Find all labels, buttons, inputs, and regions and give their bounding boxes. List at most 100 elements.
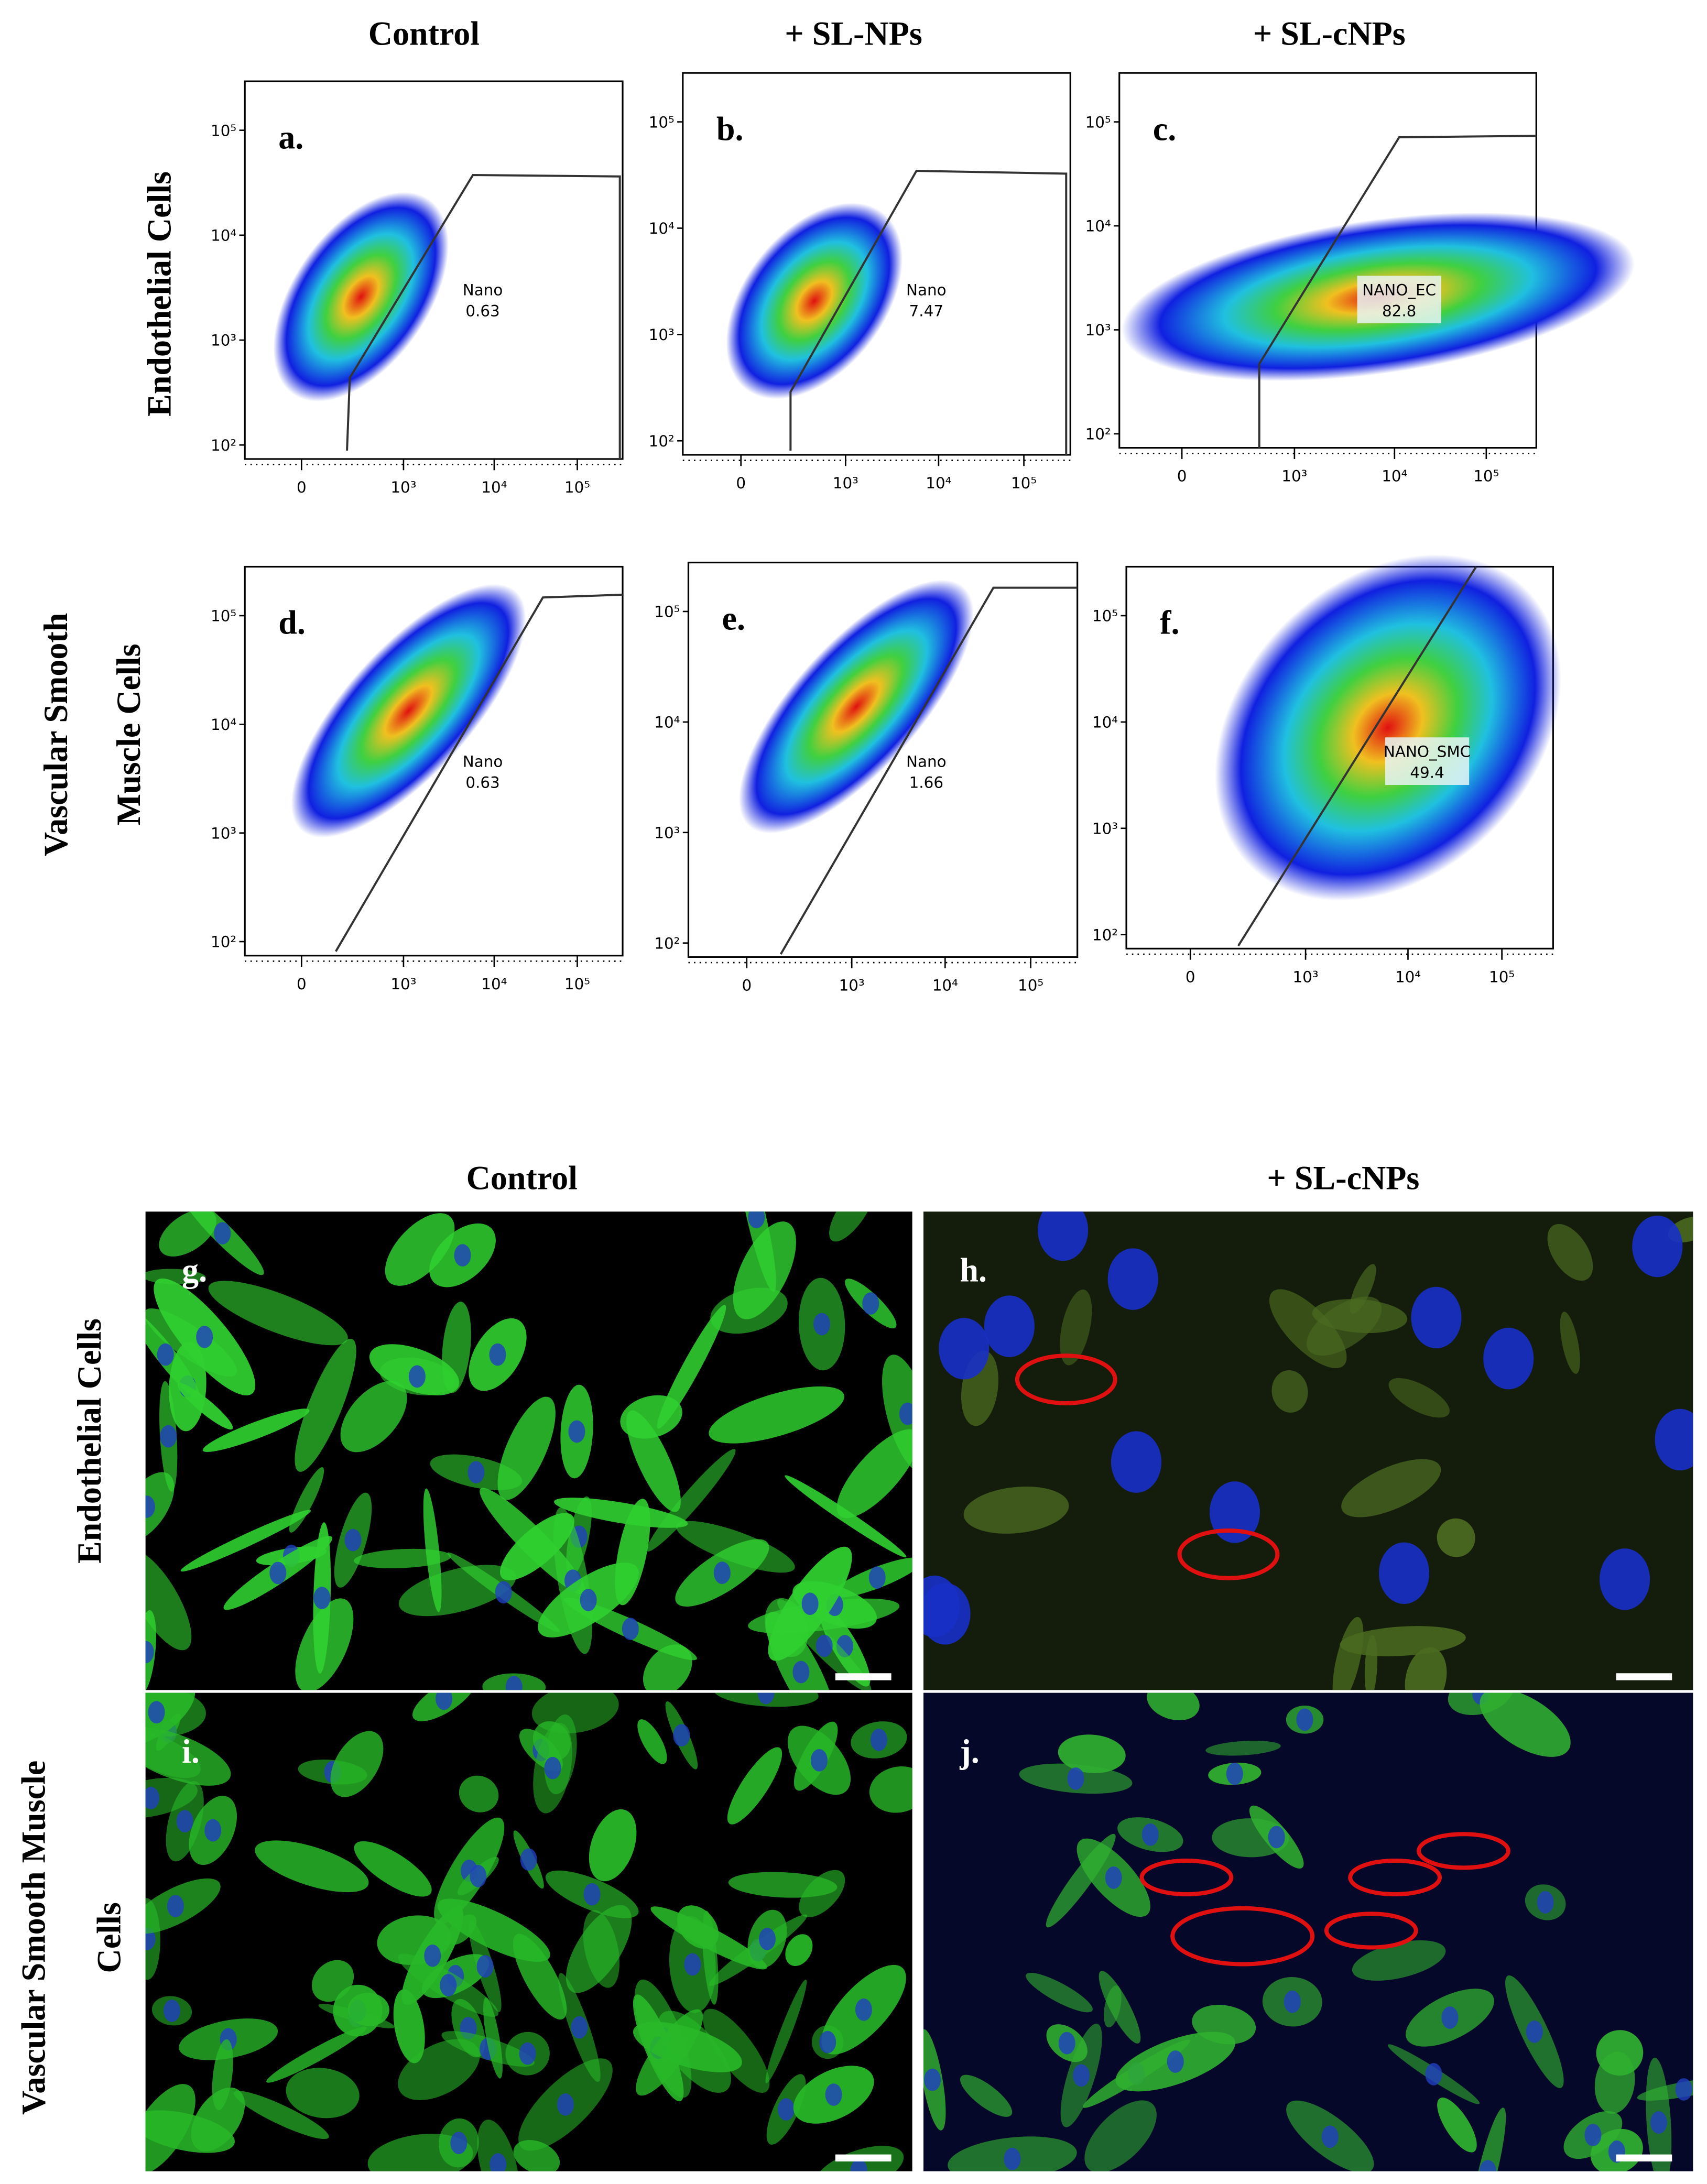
nucleus bbox=[1441, 2006, 1459, 2029]
y-tick-label: 10⁵ bbox=[1085, 113, 1111, 131]
scale-bar bbox=[1616, 1673, 1672, 1680]
flow-panel: NANO_EC 82.8 c. 10⁵ 10⁴ 10³ 10² 0 10³ 10⁴ 10⁵ bbox=[1085, 72, 1635, 485]
panel-letter: j. bbox=[959, 1733, 979, 1770]
nucleus bbox=[204, 1819, 222, 1842]
cell bbox=[765, 1979, 807, 2083]
nucleus bbox=[673, 1724, 690, 1747]
nucleus bbox=[870, 1729, 887, 1751]
cell bbox=[255, 1840, 369, 1893]
nucleus bbox=[1537, 1891, 1554, 1914]
gate bbox=[346, 174, 621, 459]
nucleus bbox=[490, 2153, 507, 2171]
x-tick-label: 10⁵ bbox=[564, 975, 590, 993]
scale-bar bbox=[1616, 2154, 1672, 2161]
x-tick-label: 0 bbox=[736, 474, 746, 492]
nucleus bbox=[167, 1895, 184, 1918]
y-tick-label: 10² bbox=[1092, 926, 1118, 944]
nucleus bbox=[505, 1676, 523, 1690]
gate-name: Nano bbox=[463, 752, 503, 770]
nucleus bbox=[622, 1618, 639, 1640]
x-tick-label: 10⁴ bbox=[932, 976, 958, 994]
highlight-ring bbox=[1348, 1858, 1442, 1897]
cell bbox=[385, 1213, 455, 1286]
x-tick-label: 10³ bbox=[390, 975, 416, 993]
nucleus bbox=[1599, 1548, 1650, 1610]
nucleus bbox=[1141, 1823, 1159, 1846]
cell bbox=[513, 2140, 560, 2171]
panel-letter: e. bbox=[722, 600, 745, 637]
panel-letter: d. bbox=[278, 604, 306, 641]
x-tick-label: 10³ bbox=[839, 976, 865, 994]
cell bbox=[799, 1870, 845, 1917]
highlight-ring bbox=[1170, 1906, 1315, 1967]
nucleus bbox=[1111, 1431, 1162, 1493]
nucleus bbox=[855, 1998, 872, 2021]
cell bbox=[727, 1747, 782, 1825]
cell bbox=[202, 1408, 310, 1452]
cell bbox=[1205, 1741, 1281, 1756]
x-tick-label: 0 bbox=[297, 478, 307, 496]
gate-name: NANO_SMC bbox=[1384, 743, 1471, 761]
gate-name: NANO_EC bbox=[1362, 281, 1436, 299]
cell bbox=[286, 2068, 360, 2119]
x-tick-label: 10³ bbox=[1293, 968, 1319, 986]
nucleus bbox=[557, 2093, 574, 2116]
cell bbox=[637, 1719, 667, 1764]
x-tick-label: 10⁵ bbox=[1018, 976, 1043, 994]
nucleus bbox=[825, 2083, 842, 2106]
cell bbox=[643, 1644, 692, 1690]
column-header: Control bbox=[368, 15, 480, 52]
gate bbox=[789, 169, 1068, 455]
cell bbox=[437, 1898, 550, 1962]
nucleus bbox=[157, 1343, 174, 1366]
nucleus bbox=[1167, 2050, 1184, 2073]
nucleus bbox=[145, 1495, 155, 1518]
cell bbox=[531, 1692, 619, 1733]
row-label: Vascular Smooth Muscle bbox=[15, 1761, 52, 2115]
cell bbox=[1084, 2100, 1157, 2171]
row-label: Vascular Smooth bbox=[37, 613, 74, 857]
micrograph: j. bbox=[923, 1692, 1693, 2171]
x-tick-label: 10⁵ bbox=[1489, 968, 1515, 986]
nucleus bbox=[520, 1848, 537, 1871]
nucleus bbox=[424, 1944, 441, 1967]
cell bbox=[829, 1211, 874, 1242]
x-tick-label: 10³ bbox=[390, 478, 416, 496]
nucleus bbox=[1425, 2063, 1442, 2085]
cell bbox=[1594, 2051, 1635, 2114]
cell bbox=[1147, 1692, 1200, 1721]
y-tick-label: 10⁴ bbox=[211, 716, 236, 734]
cell bbox=[233, 2091, 329, 2139]
cell bbox=[208, 1281, 348, 1346]
column-header: + SL-cNPs bbox=[1267, 1160, 1419, 1197]
gate-percent: 0.63 bbox=[465, 773, 499, 791]
nucleus bbox=[1296, 1708, 1313, 1731]
y-tick-label: 10² bbox=[654, 934, 680, 952]
y-tick-label: 10⁴ bbox=[654, 714, 680, 731]
row-label: Endothelial Cells bbox=[71, 1318, 108, 1564]
nucleus bbox=[544, 1756, 561, 1779]
gate-percent: 1.66 bbox=[909, 773, 943, 791]
nucleus bbox=[489, 1343, 506, 1366]
cell bbox=[1058, 1734, 1126, 1773]
nucleus bbox=[850, 2159, 867, 2171]
cell bbox=[1388, 1378, 1450, 1418]
x-tick-label: 10⁴ bbox=[481, 975, 507, 993]
nucleus bbox=[801, 1592, 819, 1615]
nucleus bbox=[1284, 1990, 1301, 2013]
nucleus bbox=[519, 2042, 536, 2065]
gate bbox=[779, 586, 1078, 955]
nucleus bbox=[684, 1953, 701, 1976]
nucleus bbox=[145, 1786, 160, 1809]
panel-letter: h. bbox=[960, 1252, 987, 1289]
nucleus bbox=[313, 1587, 331, 1610]
x-tick-label: 0 bbox=[297, 975, 307, 993]
micrograph: h. bbox=[923, 1211, 1693, 1690]
density-cloud bbox=[726, 203, 903, 399]
y-tick-label: 10³ bbox=[654, 824, 680, 842]
nucleus bbox=[1526, 2021, 1543, 2043]
cell bbox=[1341, 1459, 1441, 1517]
gate-name: Nano bbox=[463, 281, 503, 299]
nucleus bbox=[1105, 1866, 1122, 1889]
cell bbox=[869, 1766, 912, 1813]
